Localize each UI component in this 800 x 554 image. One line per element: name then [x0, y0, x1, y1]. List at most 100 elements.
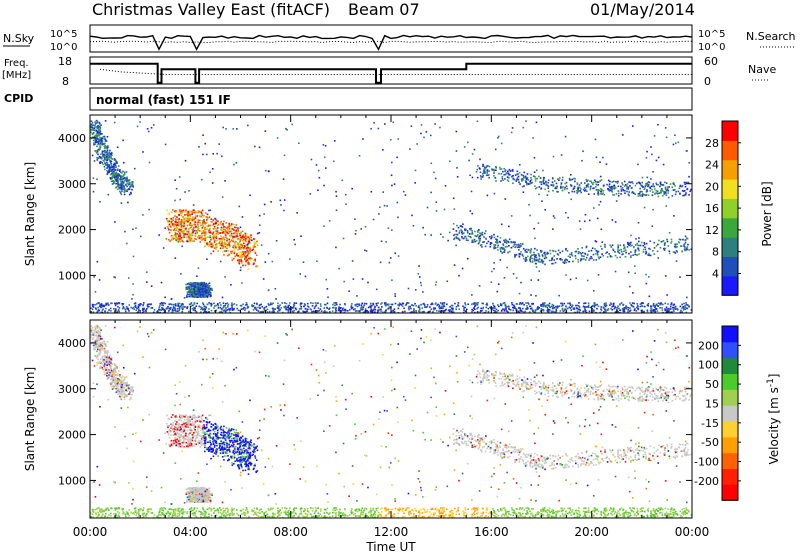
echo-cell [191, 240, 194, 243]
echo-cell [461, 231, 463, 234]
echo-cell [196, 282, 199, 285]
echo-cell [588, 310, 591, 313]
echo-cell [198, 145, 200, 148]
echo-cell [600, 306, 602, 308]
echo-cell [586, 185, 589, 187]
echo-cell [224, 229, 226, 231]
echo-cell [385, 309, 387, 311]
echo-cell [221, 241, 224, 244]
echo-cell [97, 126, 99, 129]
echo-cell [117, 165, 120, 167]
echo-cell [628, 252, 630, 255]
echo-cell [92, 129, 95, 131]
echo-cell [338, 309, 341, 311]
echo-cell [253, 241, 255, 244]
echo-cell [193, 218, 196, 221]
echo-cell [170, 238, 173, 241]
echo-cell [115, 186, 118, 188]
echo-cell [529, 305, 532, 308]
echo-cell [193, 283, 196, 286]
echo-cell [502, 179, 504, 182]
echo-cell [688, 161, 691, 164]
echo-cell [98, 134, 100, 137]
echo-cell [563, 302, 566, 305]
echo-cell [497, 135, 500, 138]
echo-cell [374, 305, 376, 308]
echo-cell [534, 185, 536, 187]
echo-cell [197, 227, 200, 230]
echo-cell [208, 289, 211, 292]
echo-cell [560, 305, 563, 307]
echo-cell [139, 304, 141, 307]
nsearch-label: N.Search [746, 30, 796, 43]
colorbar-tick-label: 20 [705, 180, 719, 193]
echo-cell [254, 245, 257, 248]
echo-cell [450, 310, 453, 313]
echo-cell [338, 267, 340, 270]
echo-cell [595, 259, 598, 261]
echo-cell [241, 234, 244, 237]
echo-cell [649, 187, 652, 190]
echo-cell [385, 302, 387, 304]
echo-cell [323, 156, 326, 159]
echo-cell [344, 309, 347, 311]
echo-cell [104, 151, 106, 154]
echo-cell [508, 168, 511, 171]
echo-cell [569, 179, 571, 181]
echo-cell [193, 229, 196, 232]
echo-cell [123, 193, 126, 196]
echo-cell [637, 307, 640, 310]
echo-cell [414, 302, 416, 305]
echo-cell [274, 287, 277, 290]
echo-cell [216, 227, 219, 229]
echo-cell [442, 307, 444, 310]
echo-cell [423, 302, 425, 305]
echo-cell [402, 190, 405, 193]
echo-cell [526, 305, 528, 307]
echo-cell [249, 239, 252, 241]
echo-cell [96, 151, 98, 154]
echo-cell [581, 251, 584, 254]
echo-cell [241, 256, 243, 258]
echo-cell [619, 303, 621, 306]
echo-cell [474, 234, 476, 237]
echo-cell [377, 127, 380, 130]
echo-cell [104, 138, 107, 141]
echo-cell [132, 293, 134, 296]
echo-cell [603, 184, 605, 187]
echo-cell [174, 214, 177, 217]
echo-cell [170, 229, 172, 231]
echo-cell [655, 308, 658, 310]
echo-cell [538, 258, 541, 260]
echo-cell [529, 260, 532, 263]
echo-cell [685, 302, 687, 304]
echo-cell [643, 188, 646, 191]
echo-cell [406, 302, 408, 304]
echo-cell [173, 237, 175, 240]
echo-cell [237, 248, 239, 251]
echo-cell [107, 302, 109, 305]
echo-cell [91, 133, 94, 135]
echo-cell [464, 235, 466, 238]
echo-cell [201, 219, 204, 222]
echo-cell [220, 235, 222, 238]
echo-cell [182, 227, 185, 229]
echo-cell [199, 283, 201, 285]
echo-cell [685, 303, 688, 306]
echo-cell [190, 232, 193, 234]
echo-cell [366, 310, 369, 312]
echo-cell [239, 226, 242, 229]
echo-cell [498, 172, 500, 175]
echo-cell [96, 131, 99, 134]
echo-cell [453, 264, 456, 266]
echo-cell [602, 156, 604, 159]
echo-cell [282, 178, 285, 180]
echo-cell [481, 246, 483, 248]
echo-cell [378, 213, 380, 215]
echo-cell [199, 222, 202, 224]
echo-cell [397, 303, 399, 306]
echo-cell [200, 288, 203, 291]
echo-cell [675, 308, 678, 310]
echo-cell [128, 193, 131, 196]
echo-cell [584, 189, 587, 191]
